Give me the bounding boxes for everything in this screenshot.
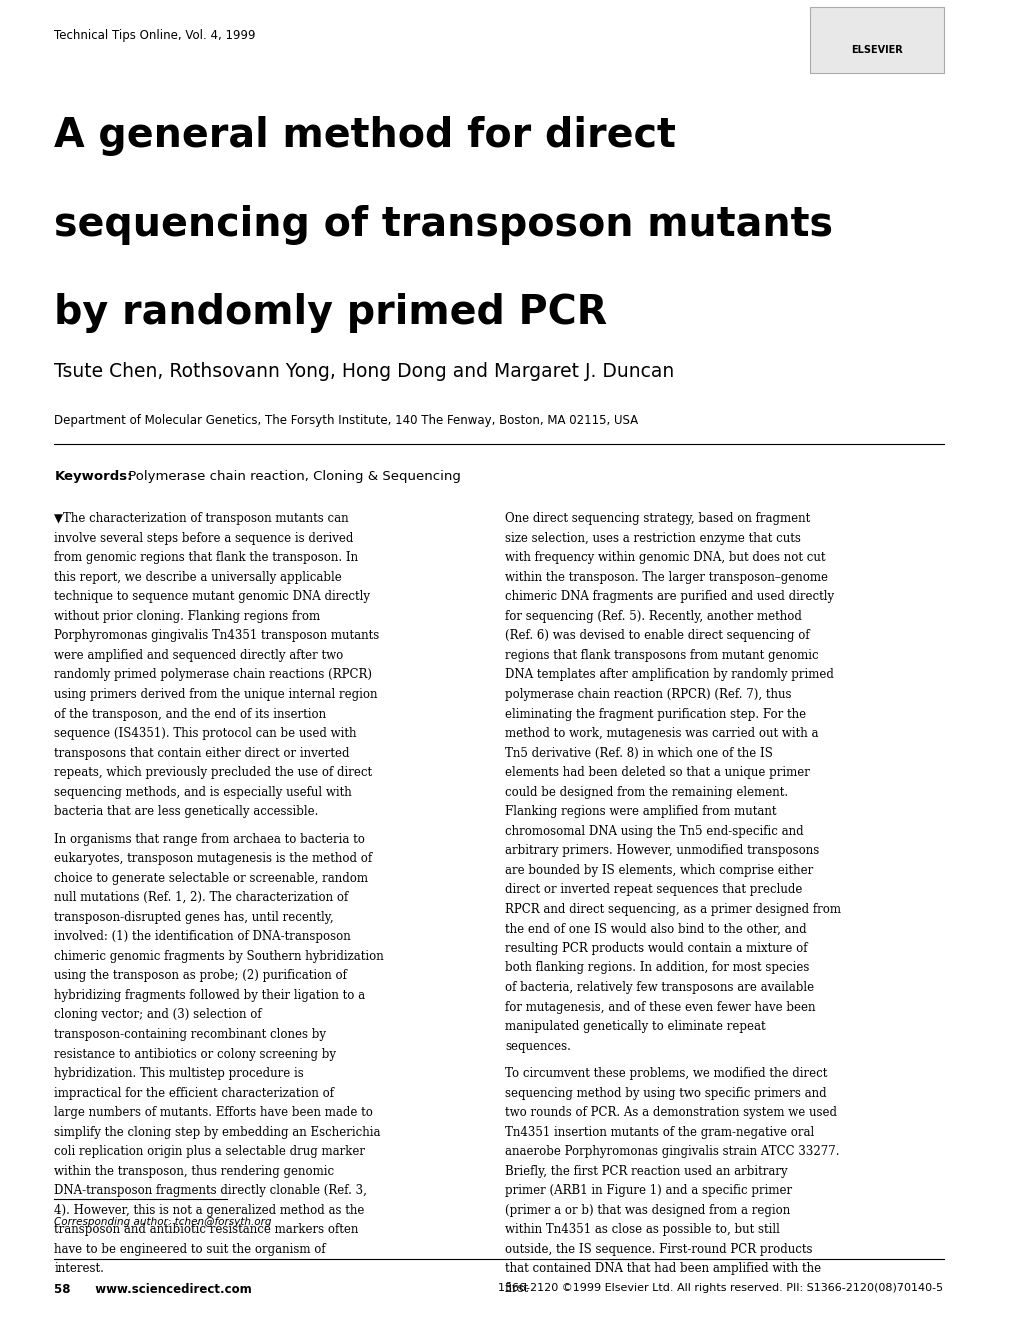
Text: anaerobe Porphyromonas gingivalis strain ATCC 33277.: anaerobe Porphyromonas gingivalis strain…: [504, 1146, 839, 1158]
Text: chimeric genomic fragments by Southern hybridization: chimeric genomic fragments by Southern h…: [54, 950, 384, 962]
Text: hybridizing fragments followed by their ligation to a: hybridizing fragments followed by their …: [54, 989, 365, 1002]
Text: hybridization. This multistep procedure is: hybridization. This multistep procedure …: [54, 1067, 304, 1080]
Text: chimeric DNA fragments are purified and used directly: chimeric DNA fragments are purified and …: [504, 590, 834, 603]
Text: repeats, which previously precluded the use of direct: repeats, which previously precluded the …: [54, 766, 372, 779]
Text: eliminating the fragment purification step. For the: eliminating the fragment purification st…: [504, 708, 805, 721]
Text: null mutations (Ref. 1, 2). The characterization of: null mutations (Ref. 1, 2). The characte…: [54, 891, 348, 904]
Text: arbitrary primers. However, unmodified transposons: arbitrary primers. However, unmodified t…: [504, 845, 818, 857]
Text: Technical Tips Online, Vol. 4, 1999: Technical Tips Online, Vol. 4, 1999: [54, 29, 256, 42]
Text: randomly primed polymerase chain reactions (RPCR): randomly primed polymerase chain reactio…: [54, 668, 372, 681]
Text: (Ref. 6) was devised to enable direct sequencing of: (Ref. 6) was devised to enable direct se…: [504, 630, 809, 643]
Text: manipulated genetically to eliminate repeat: manipulated genetically to eliminate rep…: [504, 1020, 764, 1034]
Text: chromosomal DNA using the Tn5 end-specific and: chromosomal DNA using the Tn5 end-specif…: [504, 825, 803, 838]
Text: within Tn4351 as close as possible to, but still: within Tn4351 as close as possible to, b…: [504, 1224, 779, 1237]
Text: that contained DNA that had been amplified with the: that contained DNA that had been amplifi…: [504, 1262, 820, 1275]
Text: primer (ARB1 in Figure 1) and a specific primer: primer (ARB1 in Figure 1) and a specific…: [504, 1184, 791, 1197]
Text: bacteria that are less genetically accessible.: bacteria that are less genetically acces…: [54, 805, 318, 818]
Text: A general method for direct: A general method for direct: [54, 116, 676, 156]
Text: within the transposon, thus rendering genomic: within the transposon, thus rendering ge…: [54, 1164, 334, 1177]
Text: size selection, uses a restriction enzyme that cuts: size selection, uses a restriction enzym…: [504, 532, 800, 545]
Text: Porphyromonas gingivalis Tn4351 transposon mutants: Porphyromonas gingivalis Tn4351 transpos…: [54, 630, 379, 643]
Text: for mutagenesis, and of these even fewer have been: for mutagenesis, and of these even fewer…: [504, 1001, 814, 1014]
Text: with frequency within genomic DNA, but does not cut: with frequency within genomic DNA, but d…: [504, 552, 824, 564]
Text: by randomly primed PCR: by randomly primed PCR: [54, 293, 607, 333]
Text: for sequencing (Ref. 5). Recently, another method: for sequencing (Ref. 5). Recently, anoth…: [504, 610, 801, 623]
Text: within the transposon. The larger transposon–genome: within the transposon. The larger transp…: [504, 570, 827, 583]
Text: direct or inverted repeat sequences that preclude: direct or inverted repeat sequences that…: [504, 883, 802, 896]
Text: two rounds of PCR. As a demonstration system we used: two rounds of PCR. As a demonstration sy…: [504, 1106, 836, 1119]
Text: of the transposon, and the end of its insertion: of the transposon, and the end of its in…: [54, 708, 326, 721]
Text: cloning vector; and (3) selection of: cloning vector; and (3) selection of: [54, 1008, 262, 1022]
Text: resulting PCR products would contain a mixture of: resulting PCR products would contain a m…: [504, 942, 807, 954]
Text: large numbers of mutants. Efforts have been made to: large numbers of mutants. Efforts have b…: [54, 1106, 373, 1119]
Text: involved: (1) the identification of DNA-transposon: involved: (1) the identification of DNA-…: [54, 931, 351, 944]
Text: ▼The characterization of transposon mutants can: ▼The characterization of transposon muta…: [54, 512, 348, 525]
Text: were amplified and sequenced directly after two: were amplified and sequenced directly af…: [54, 649, 343, 661]
Text: DNA templates after amplification by randomly primed: DNA templates after amplification by ran…: [504, 668, 833, 681]
Text: impractical for the efficient characterization of: impractical for the efficient characteri…: [54, 1086, 334, 1100]
Text: Corresponding author: tchen@forsyth.org: Corresponding author: tchen@forsyth.org: [54, 1217, 272, 1228]
Text: Tn5 derivative (Ref. 8) in which one of the IS: Tn5 derivative (Ref. 8) in which one of …: [504, 747, 772, 759]
Text: polymerase chain reaction (RPCR) (Ref. 7), thus: polymerase chain reaction (RPCR) (Ref. 7…: [504, 688, 791, 701]
Text: Keywords:: Keywords:: [54, 470, 132, 483]
Text: resistance to antibiotics or colony screening by: resistance to antibiotics or colony scre…: [54, 1048, 336, 1060]
Text: coli replication origin plus a selectable drug marker: coli replication origin plus a selectabl…: [54, 1146, 365, 1158]
Text: without prior cloning. Flanking regions from: without prior cloning. Flanking regions …: [54, 610, 320, 623]
Text: are bounded by IS elements, which comprise either: are bounded by IS elements, which compri…: [504, 863, 812, 876]
Text: sequencing methods, and is especially useful with: sequencing methods, and is especially us…: [54, 785, 352, 799]
Text: technique to sequence mutant genomic DNA directly: technique to sequence mutant genomic DNA…: [54, 590, 370, 603]
Text: (primer a or b) that was designed from a region: (primer a or b) that was designed from a…: [504, 1204, 790, 1217]
Text: ELSEVIER: ELSEVIER: [850, 45, 902, 55]
Text: method to work, mutagenesis was carried out with a: method to work, mutagenesis was carried …: [504, 727, 817, 741]
Text: RPCR and direct sequencing, as a primer designed from: RPCR and direct sequencing, as a primer …: [504, 903, 840, 916]
Text: simplify the cloning step by embedding an Escherichia: simplify the cloning step by embedding a…: [54, 1126, 380, 1139]
Text: have to be engineered to suit the organism of: have to be engineered to suit the organi…: [54, 1243, 326, 1255]
Text: Tsute Chen, Rothsovann Yong, Hong Dong and Margaret J. Duncan: Tsute Chen, Rothsovann Yong, Hong Dong a…: [54, 362, 674, 380]
Text: first: first: [504, 1282, 529, 1295]
Text: Briefly, the first PCR reaction used an arbitrary: Briefly, the first PCR reaction used an …: [504, 1164, 787, 1177]
Text: from genomic regions that flank the transposon. In: from genomic regions that flank the tran…: [54, 552, 358, 564]
Text: Tn4351 insertion mutants of the gram-negative oral: Tn4351 insertion mutants of the gram-neg…: [504, 1126, 813, 1139]
Text: could be designed from the remaining element.: could be designed from the remaining ele…: [504, 785, 788, 799]
Text: choice to generate selectable or screenable, random: choice to generate selectable or screena…: [54, 871, 368, 884]
Text: transposon and antibiotic resistance markers often: transposon and antibiotic resistance mar…: [54, 1224, 359, 1237]
Text: 1366-2120 ©1999 Elsevier Ltd. All rights reserved. PII: S1366-2120(08)70140-5: 1366-2120 ©1999 Elsevier Ltd. All rights…: [498, 1283, 943, 1294]
Text: sequencing method by using two specific primers and: sequencing method by using two specific …: [504, 1086, 825, 1100]
Text: using primers derived from the unique internal region: using primers derived from the unique in…: [54, 688, 377, 701]
Text: In organisms that range from archaea to bacteria to: In organisms that range from archaea to …: [54, 833, 365, 846]
Text: 4). However, this is not a generalized method as the: 4). However, this is not a generalized m…: [54, 1204, 365, 1217]
Text: transposons that contain either direct or inverted: transposons that contain either direct o…: [54, 747, 350, 759]
Text: both flanking regions. In addition, for most species: both flanking regions. In addition, for …: [504, 961, 808, 974]
Text: interest.: interest.: [54, 1262, 104, 1275]
Bar: [809, 7, 943, 73]
Text: using the transposon as probe; (2) purification of: using the transposon as probe; (2) purif…: [54, 969, 346, 982]
Text: DNA-transposon fragments directly clonable (Ref. 3,: DNA-transposon fragments directly clonab…: [54, 1184, 367, 1197]
Text: outside, the IS sequence. First-round PCR products: outside, the IS sequence. First-round PC…: [504, 1243, 811, 1255]
Text: To circumvent these problems, we modified the direct: To circumvent these problems, we modifie…: [504, 1067, 826, 1080]
Text: eukaryotes, transposon mutagenesis is the method of: eukaryotes, transposon mutagenesis is th…: [54, 853, 372, 865]
Text: 58      www.sciencedirect.com: 58 www.sciencedirect.com: [54, 1283, 252, 1296]
Text: regions that flank transposons from mutant genomic: regions that flank transposons from muta…: [504, 649, 817, 661]
Text: elements had been deleted so that a unique primer: elements had been deleted so that a uniq…: [504, 766, 809, 779]
Text: Polymerase chain reaction, Cloning & Sequencing: Polymerase chain reaction, Cloning & Seq…: [123, 470, 460, 483]
Text: sequence (IS4351). This protocol can be used with: sequence (IS4351). This protocol can be …: [54, 727, 357, 741]
Text: this report, we describe a universally applicable: this report, we describe a universally a…: [54, 570, 341, 583]
Text: transposon-disrupted genes has, until recently,: transposon-disrupted genes has, until re…: [54, 911, 333, 924]
Text: sequences.: sequences.: [504, 1040, 571, 1052]
Text: transposon-containing recombinant clones by: transposon-containing recombinant clones…: [54, 1028, 326, 1041]
Text: sequencing of transposon mutants: sequencing of transposon mutants: [54, 205, 833, 244]
Text: the end of one IS would also bind to the other, and: the end of one IS would also bind to the…: [504, 923, 806, 936]
Text: Department of Molecular Genetics, The Forsyth Institute, 140 The Fenway, Boston,: Department of Molecular Genetics, The Fo…: [54, 414, 638, 428]
Text: involve several steps before a sequence is derived: involve several steps before a sequence …: [54, 532, 354, 545]
Text: of bacteria, relatively few transposons are available: of bacteria, relatively few transposons …: [504, 981, 813, 994]
Text: One direct sequencing strategy, based on fragment: One direct sequencing strategy, based on…: [504, 512, 809, 525]
Text: Flanking regions were amplified from mutant: Flanking regions were amplified from mut…: [504, 805, 775, 818]
